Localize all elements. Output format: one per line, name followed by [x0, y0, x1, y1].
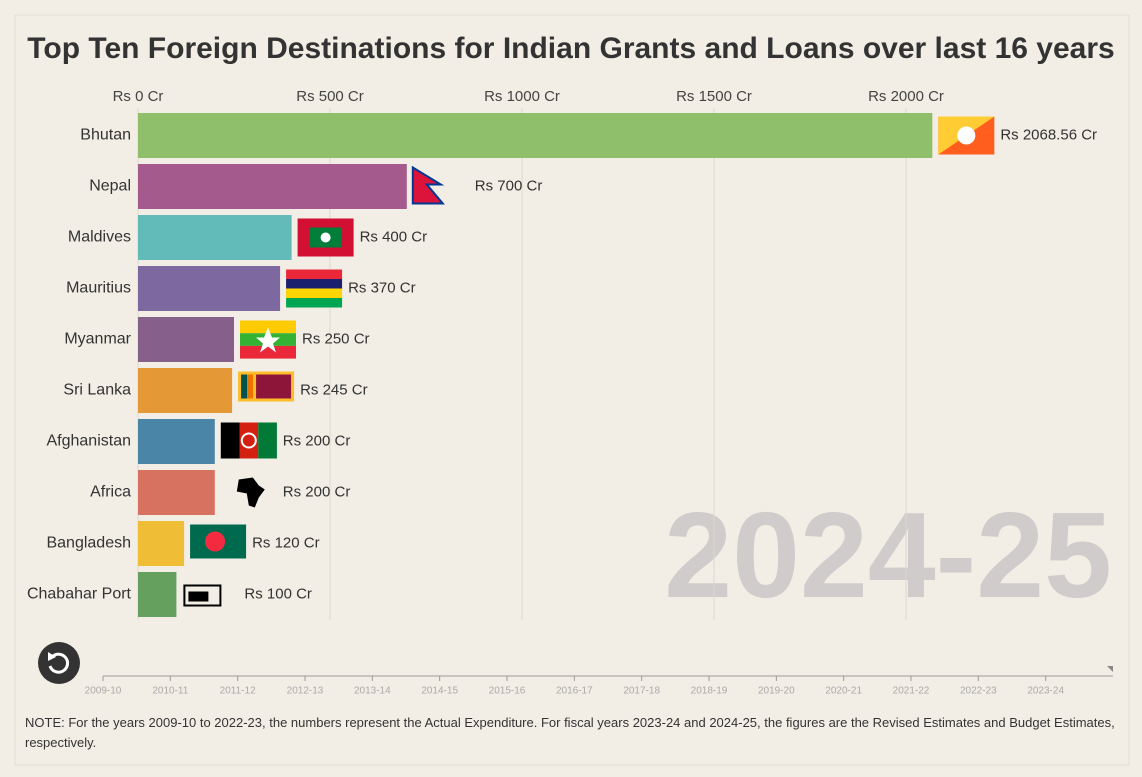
timeline-label: 2019-20 [758, 686, 795, 697]
y-tick-label: Afghanistan [46, 433, 131, 450]
value-label: Rs 245 Cr [300, 381, 368, 398]
bar [138, 368, 233, 413]
flag-part [240, 320, 296, 334]
bar [138, 521, 185, 566]
flag-icon [220, 422, 277, 459]
y-tick-label: Sri Lanka [63, 382, 131, 399]
flag-part [220, 422, 240, 459]
flag-part [256, 327, 280, 353]
flag-part [286, 288, 343, 298]
timeline-label: 2009-10 [85, 686, 122, 697]
flag-part [286, 269, 343, 279]
flag-part [247, 374, 254, 399]
timeline-label: 2011-12 [220, 686, 256, 697]
x-tick-label: Rs 2000 Cr [868, 88, 944, 105]
bar [138, 113, 933, 158]
bar [138, 215, 292, 260]
timeline-label: 2013-14 [354, 686, 391, 697]
flag-icon [240, 320, 296, 359]
x-tick-label: Rs 1000 Cr [484, 88, 560, 105]
timeline-handle [1107, 666, 1113, 672]
y-tick-label: Maldives [68, 229, 131, 246]
y-tick-label: Bhutan [80, 127, 131, 144]
flag-part [286, 298, 343, 308]
flag-part [205, 531, 226, 552]
flag-part [183, 584, 222, 607]
value-label: Rs 370 Cr [348, 279, 416, 296]
timeline-label: 2020-21 [825, 686, 862, 697]
value-label: Rs 120 Cr [252, 534, 320, 551]
value-label: Rs 200 Cr [283, 483, 351, 500]
x-tick-label: Rs 500 Cr [296, 88, 364, 105]
flag-icon [238, 371, 295, 402]
flag-icon [236, 477, 265, 508]
flag-icon [190, 524, 247, 559]
period-label: 2024-25 [664, 487, 1112, 623]
x-tick-label: Rs 0 Cr [113, 88, 164, 105]
bar [138, 572, 177, 617]
flag-part [240, 432, 257, 449]
timeline-label: 2021-22 [893, 686, 930, 697]
y-tick-label: Mauritius [66, 280, 131, 297]
flag-part [411, 165, 445, 205]
flag-part [256, 374, 292, 399]
timeline-label: 2014-15 [421, 686, 458, 697]
value-label: Rs 2068.56 Cr [1000, 126, 1097, 143]
timeline-label: 2016-17 [556, 686, 593, 697]
replay-button[interactable] [38, 642, 80, 684]
timeline-label: 2022-23 [960, 686, 997, 697]
value-label: Rs 400 Cr [360, 228, 428, 245]
y-tick-label: Bangladesh [46, 535, 131, 552]
note: NOTE: For the years 2009-10 to 2022-23, … [25, 715, 1115, 750]
flag-part [240, 345, 296, 359]
bar [138, 419, 215, 464]
flag-icon [297, 218, 354, 257]
flag-icon [286, 269, 343, 308]
flag-part [241, 374, 248, 399]
bar [138, 470, 215, 515]
y-tick-label: Myanmar [64, 331, 131, 348]
timeline-label: 2010-11 [152, 686, 188, 697]
x-tick-label: Rs 1500 Cr [676, 88, 752, 105]
flag-icon [938, 116, 995, 155]
value-label: Rs 100 Cr [244, 585, 312, 602]
flag-part [286, 279, 343, 289]
flag-part [957, 126, 976, 145]
bar [138, 266, 281, 311]
timeline-label: 2017-18 [623, 686, 660, 697]
timeline-label: 2023-24 [1027, 686, 1064, 697]
value-label: Rs 200 Cr [283, 432, 351, 449]
bar [138, 317, 234, 362]
timeline-label: 2012-13 [287, 686, 324, 697]
bar [138, 164, 407, 209]
chart-title: Top Ten Foreign Destinations for Indian … [27, 32, 1114, 65]
flag-part [239, 422, 259, 459]
replay-arrow[interactable] [48, 652, 56, 661]
value-label: Rs 250 Cr [302, 330, 370, 347]
y-tick-label: Chabahar Port [27, 586, 132, 603]
timeline-label: 2018-19 [691, 686, 728, 697]
value-label: Rs 700 Cr [475, 177, 543, 194]
replay-circle[interactable] [38, 642, 80, 684]
flag-icon [183, 584, 222, 607]
flag-part [320, 232, 331, 243]
flag-part [258, 422, 277, 459]
flag-part [236, 477, 265, 508]
y-tick-label: Nepal [89, 178, 131, 195]
flag-icon [411, 165, 445, 205]
y-tick-label: Africa [90, 484, 131, 501]
flag-part [188, 591, 209, 602]
timeline-label: 2015-16 [489, 686, 526, 697]
replay-icon[interactable] [48, 652, 70, 674]
frame [14, 14, 1130, 766]
